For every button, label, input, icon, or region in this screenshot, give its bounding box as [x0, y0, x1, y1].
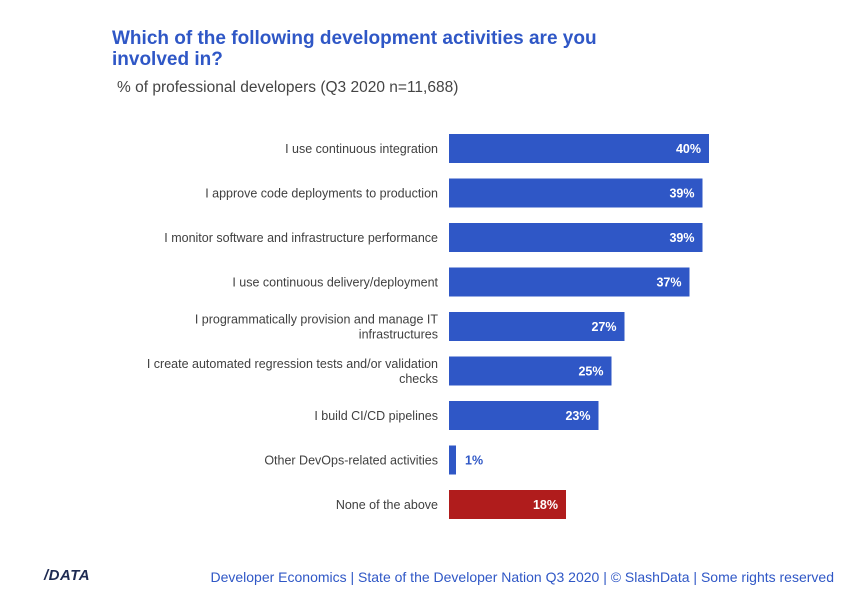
category-label: I use continuous delivery/deployment — [232, 276, 438, 290]
category-label: I create automated regression tests and/… — [147, 357, 438, 386]
bar-9 — [449, 490, 566, 519]
bar-value-label: 1% — [465, 454, 483, 468]
bar-5 — [449, 312, 625, 341]
footer-credit: Developer Economics | State of the Devel… — [210, 569, 834, 585]
category-label: I build CI/CD pipelines — [314, 409, 438, 423]
bar-6 — [449, 356, 612, 386]
bar-3 — [449, 223, 703, 252]
bar-value-label: 39% — [669, 187, 694, 201]
bar-2 — [449, 178, 703, 208]
category-label: I use continuous integration — [285, 142, 438, 156]
bar-value-label: 27% — [591, 320, 616, 334]
bar-value-label: 39% — [669, 231, 694, 245]
category-label: Other DevOps-related activities — [264, 454, 438, 468]
bar-1 — [449, 134, 709, 163]
bar-value-label: 25% — [578, 365, 603, 379]
bar-value-label: 18% — [533, 498, 558, 512]
bar-7 — [449, 401, 599, 430]
bar-value-label: 40% — [676, 142, 701, 156]
bar-value-label: 37% — [656, 276, 681, 290]
slashdata-logo: /DATA — [44, 567, 91, 584]
category-label: None of the above — [336, 498, 438, 512]
bar-value-label: 23% — [565, 409, 590, 423]
bar-8 — [449, 445, 456, 475]
category-label: I monitor software and infrastructure pe… — [164, 231, 438, 245]
chart-title: Which of the following development activ… — [112, 28, 597, 70]
chart-subtitle: % of professional developers (Q3 2020 n=… — [117, 79, 459, 96]
category-label: I programmatically provision and manage … — [195, 313, 439, 342]
bar-4 — [449, 267, 690, 297]
category-label: I approve code deployments to production — [205, 187, 438, 201]
